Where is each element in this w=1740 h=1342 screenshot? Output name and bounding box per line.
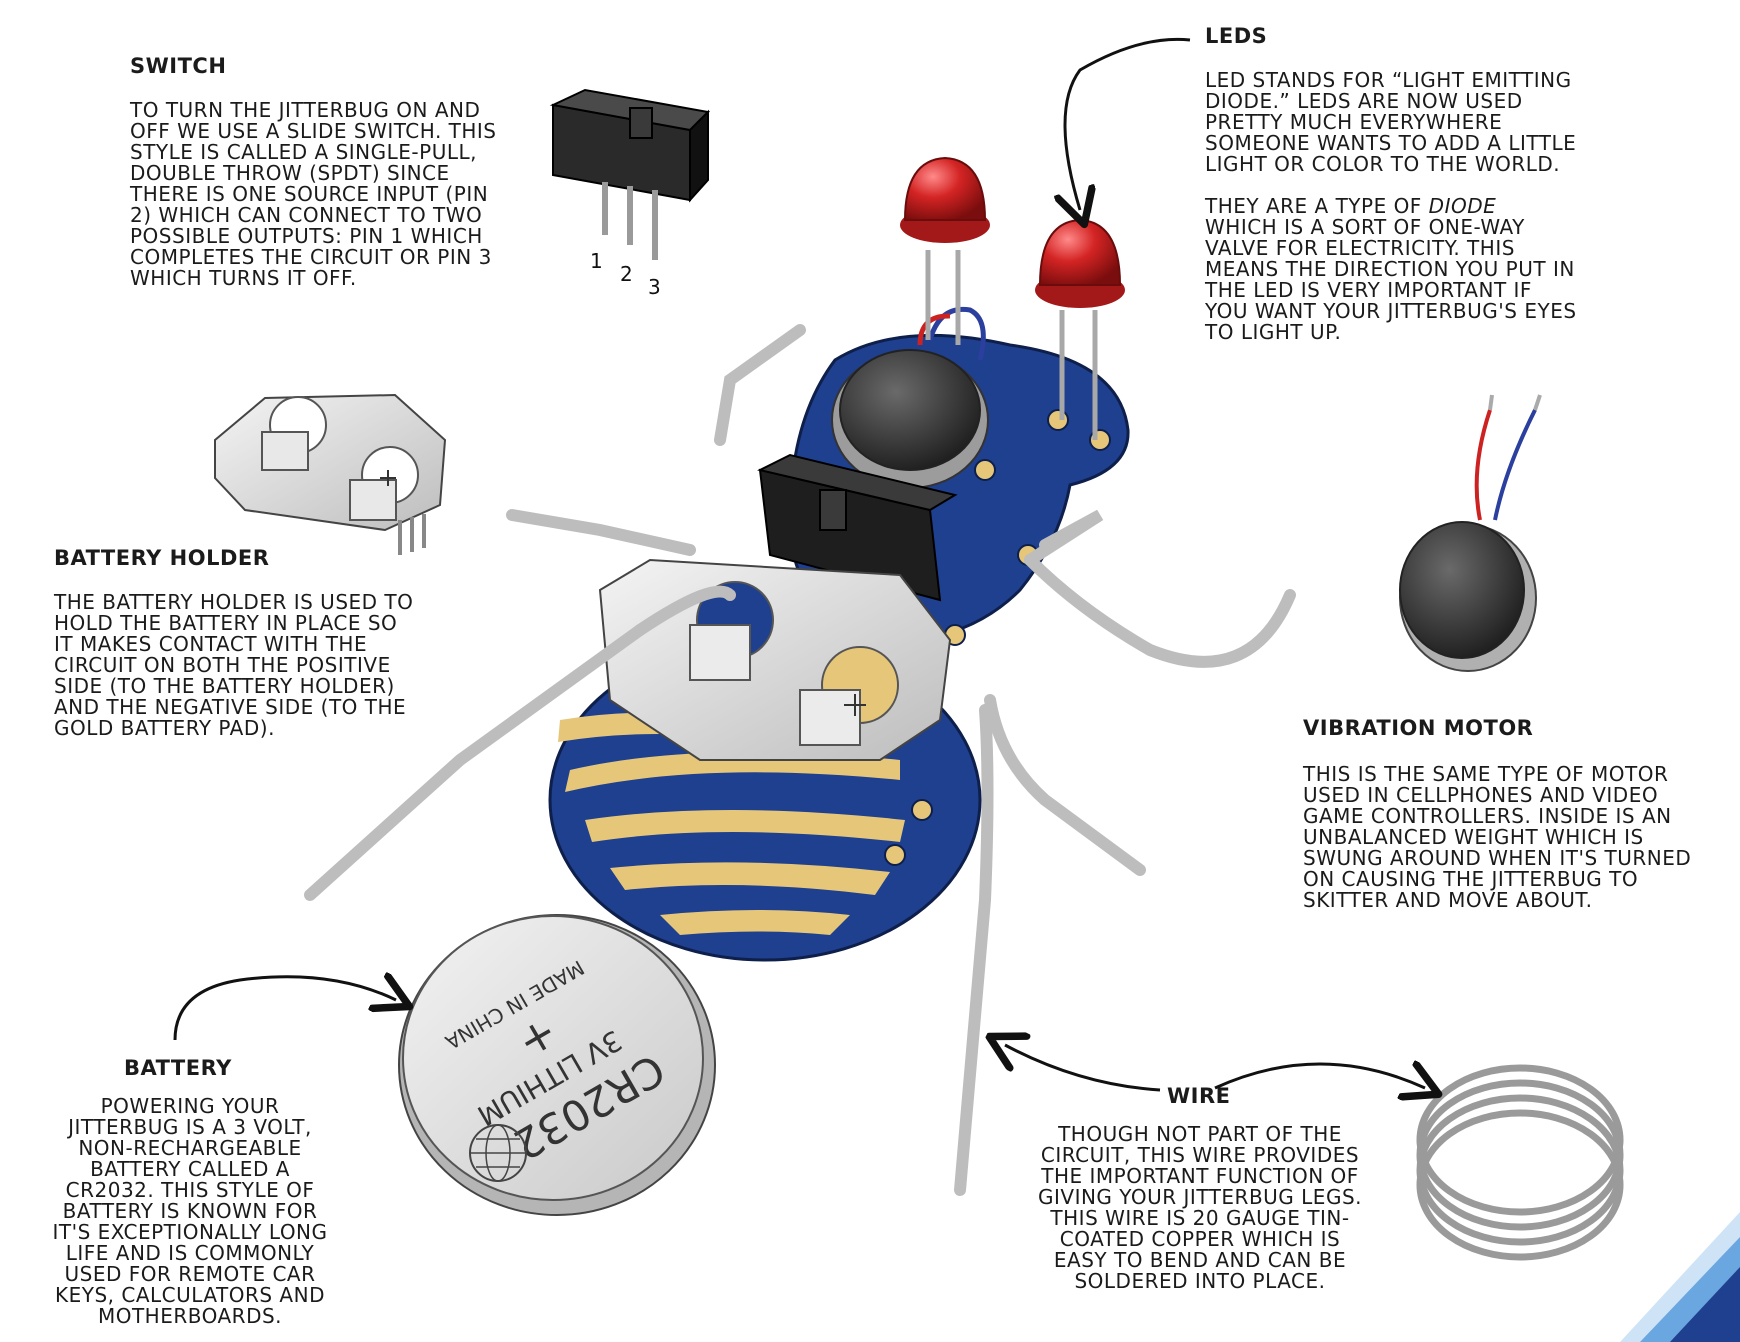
coin-battery-illustration: CR2032 3V LITHIUM + MADE IN CHINA [398, 914, 716, 1216]
leds-text-italic: diode [1428, 194, 1497, 218]
leds-description: LED stands for “Light Emitting Diode.” L… [1205, 68, 1577, 176]
jitterbug-assembly [304, 156, 1296, 1196]
corner-stripes-decoration [1620, 1212, 1740, 1342]
vibration-motor-illustration [1399, 394, 1542, 672]
battery-holder-illustration [214, 393, 447, 555]
wire-description: Though not part of the circuit, this wir… [1037, 1122, 1362, 1293]
leds-heading: LEDs [1205, 24, 1268, 48]
wire-heading: Wire [1167, 1084, 1231, 1108]
battery-holder-heading: Battery Holder [54, 546, 270, 570]
battery-callout-arrow [173, 977, 396, 1041]
wire-coil-illustration [1416, 1064, 1624, 1261]
switch-description: To turn the Jitterbug on and off we use … [130, 98, 497, 290]
switch-pin-label: 3 [648, 275, 661, 299]
battery-holder-description: The battery holder is used to hold the b… [54, 590, 414, 740]
vibration-motor-description: This is the same type of motor used in c… [1303, 762, 1692, 912]
leds-text-part: They are a type of [1205, 194, 1429, 218]
switch-pin-label: 2 [620, 262, 633, 286]
leds-text-part: which is a sort of one-way valve for ele… [1205, 215, 1577, 344]
battery-heading: Battery [124, 1056, 232, 1080]
leds-description-2: They are a type of diode which is a sort… [1205, 196, 1615, 343]
wire-coil-callout-arrow [1214, 1064, 1425, 1088]
switch-pin-label: 1 [590, 249, 603, 273]
leds-callout-arrow [1065, 37, 1191, 210]
slide-switch-illustration: 1 2 3 [549, 88, 711, 299]
battery-description: Powering your Jitterbug is a 3 volt, non… [52, 1094, 328, 1328]
vibration-motor-heading: Vibration Motor [1303, 716, 1534, 740]
switch-heading: Switch [130, 54, 227, 78]
wire-callout-arrow [1005, 1045, 1161, 1092]
